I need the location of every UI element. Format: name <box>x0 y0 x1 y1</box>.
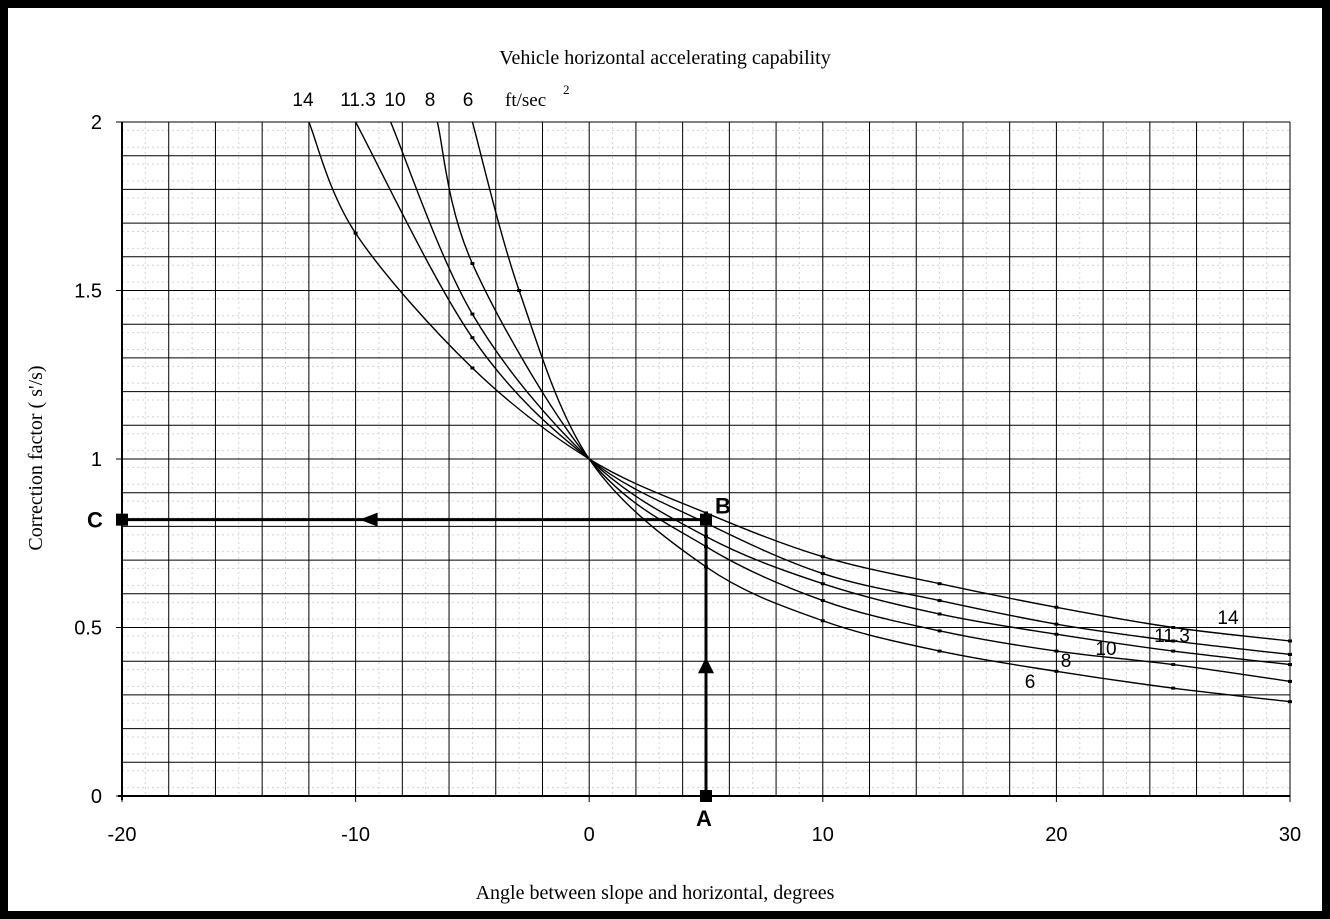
y-tick-label: 0.5 <box>74 618 102 640</box>
x-axis-label: Angle between slope and horizontal, degr… <box>476 882 835 904</box>
series-marker-10 <box>1054 632 1059 636</box>
arrow-up-head <box>698 657 714 674</box>
x-tick-label: 10 <box>812 824 834 846</box>
units-label: ft/sec 2 <box>505 82 570 111</box>
annotation-group: A B C <box>87 494 731 831</box>
point-b-label: B <box>715 494 731 519</box>
point-a-label: A <box>696 806 712 831</box>
series-marker-8 <box>937 629 942 633</box>
series-line-14 <box>308 121 1291 642</box>
series-marker-6 <box>820 619 825 623</box>
tick-labels: -20 -10 0 10 20 30 0 0.5 1 1.5 2 <box>74 112 1301 846</box>
series-marker-8 <box>1054 649 1059 653</box>
top-curve-label: 8 <box>425 90 436 111</box>
series-marker-11.3 <box>1288 652 1292 656</box>
series-marker-10 <box>1288 663 1292 667</box>
series-marker-14 <box>704 511 708 515</box>
top-curve-label: 6 <box>463 90 474 111</box>
x-tick-label: 20 <box>1045 824 1067 846</box>
series-marker-11.3 <box>1171 639 1176 643</box>
series-marker-11.3 <box>470 336 475 340</box>
x-tick-label: -20 <box>108 824 137 846</box>
series-line-10 <box>389 121 1291 666</box>
series-marker-14 <box>470 366 475 370</box>
point-a-marker <box>700 790 712 802</box>
series-marker-11.3 <box>1054 622 1059 626</box>
y-tick-label: 1.5 <box>74 281 102 303</box>
series-marker-10 <box>937 612 942 616</box>
series-marker-10 <box>470 312 475 316</box>
series-marker-6 <box>1288 700 1292 704</box>
chart-title: Vehicle horizontal accelerating capabili… <box>499 47 831 69</box>
units-superscript: 2 <box>563 82 570 97</box>
arrow-left-head <box>359 512 378 527</box>
end-curve-label: 14 <box>1217 608 1239 629</box>
series-marker-14 <box>353 231 358 235</box>
y-tick-label: 0 <box>91 786 102 808</box>
series-marker-6 <box>1171 686 1176 690</box>
series-marker-14 <box>1288 639 1292 643</box>
series-marker-6 <box>937 649 942 653</box>
series-group: 14 11.3 10 8 6 14 11.3 10 8 6 <box>292 90 1292 704</box>
axes <box>118 122 1290 800</box>
series-line-6 <box>471 121 1291 703</box>
series-marker-8 <box>820 599 825 603</box>
series-marker-8 <box>1288 679 1292 683</box>
x-tick-label: 0 <box>584 824 595 846</box>
series-marker-14 <box>937 582 942 586</box>
y-tick-label: 1 <box>91 449 102 471</box>
end-curve-label: 11.3 <box>1154 626 1190 647</box>
series-marker-8 <box>470 262 475 266</box>
top-curve-label: 14 <box>292 90 314 111</box>
top-curve-label: 11.3 <box>340 90 376 111</box>
end-curve-label: 10 <box>1095 639 1116 660</box>
series-marker-14 <box>1054 605 1059 609</box>
point-c-marker <box>116 513 128 526</box>
y-tick-label: 2 <box>91 112 102 134</box>
x-tick-label: -10 <box>341 824 370 846</box>
units-text: ft/sec <box>505 90 546 111</box>
top-curve-label: 10 <box>384 90 405 111</box>
y-axis-label: Correction factor ( s'/s) <box>25 365 47 550</box>
series-marker-11.3 <box>937 599 942 603</box>
series-marker-8 <box>1171 663 1176 667</box>
series-marker-14 <box>820 555 825 559</box>
series-marker-10 <box>820 582 825 586</box>
series-marker-6 <box>517 289 522 292</box>
end-curve-label: 6 <box>1025 672 1036 693</box>
end-curve-label: 8 <box>1061 651 1072 672</box>
series-line-8 <box>436 121 1291 683</box>
x-tick-label: 30 <box>1279 824 1301 846</box>
series-marker-14 <box>1171 626 1176 629</box>
point-c-label: C <box>87 508 103 533</box>
series-marker-6 <box>1054 669 1059 673</box>
series-marker-10 <box>1171 649 1176 653</box>
series-marker-11.3 <box>820 572 825 576</box>
point-b-marker <box>700 513 712 526</box>
